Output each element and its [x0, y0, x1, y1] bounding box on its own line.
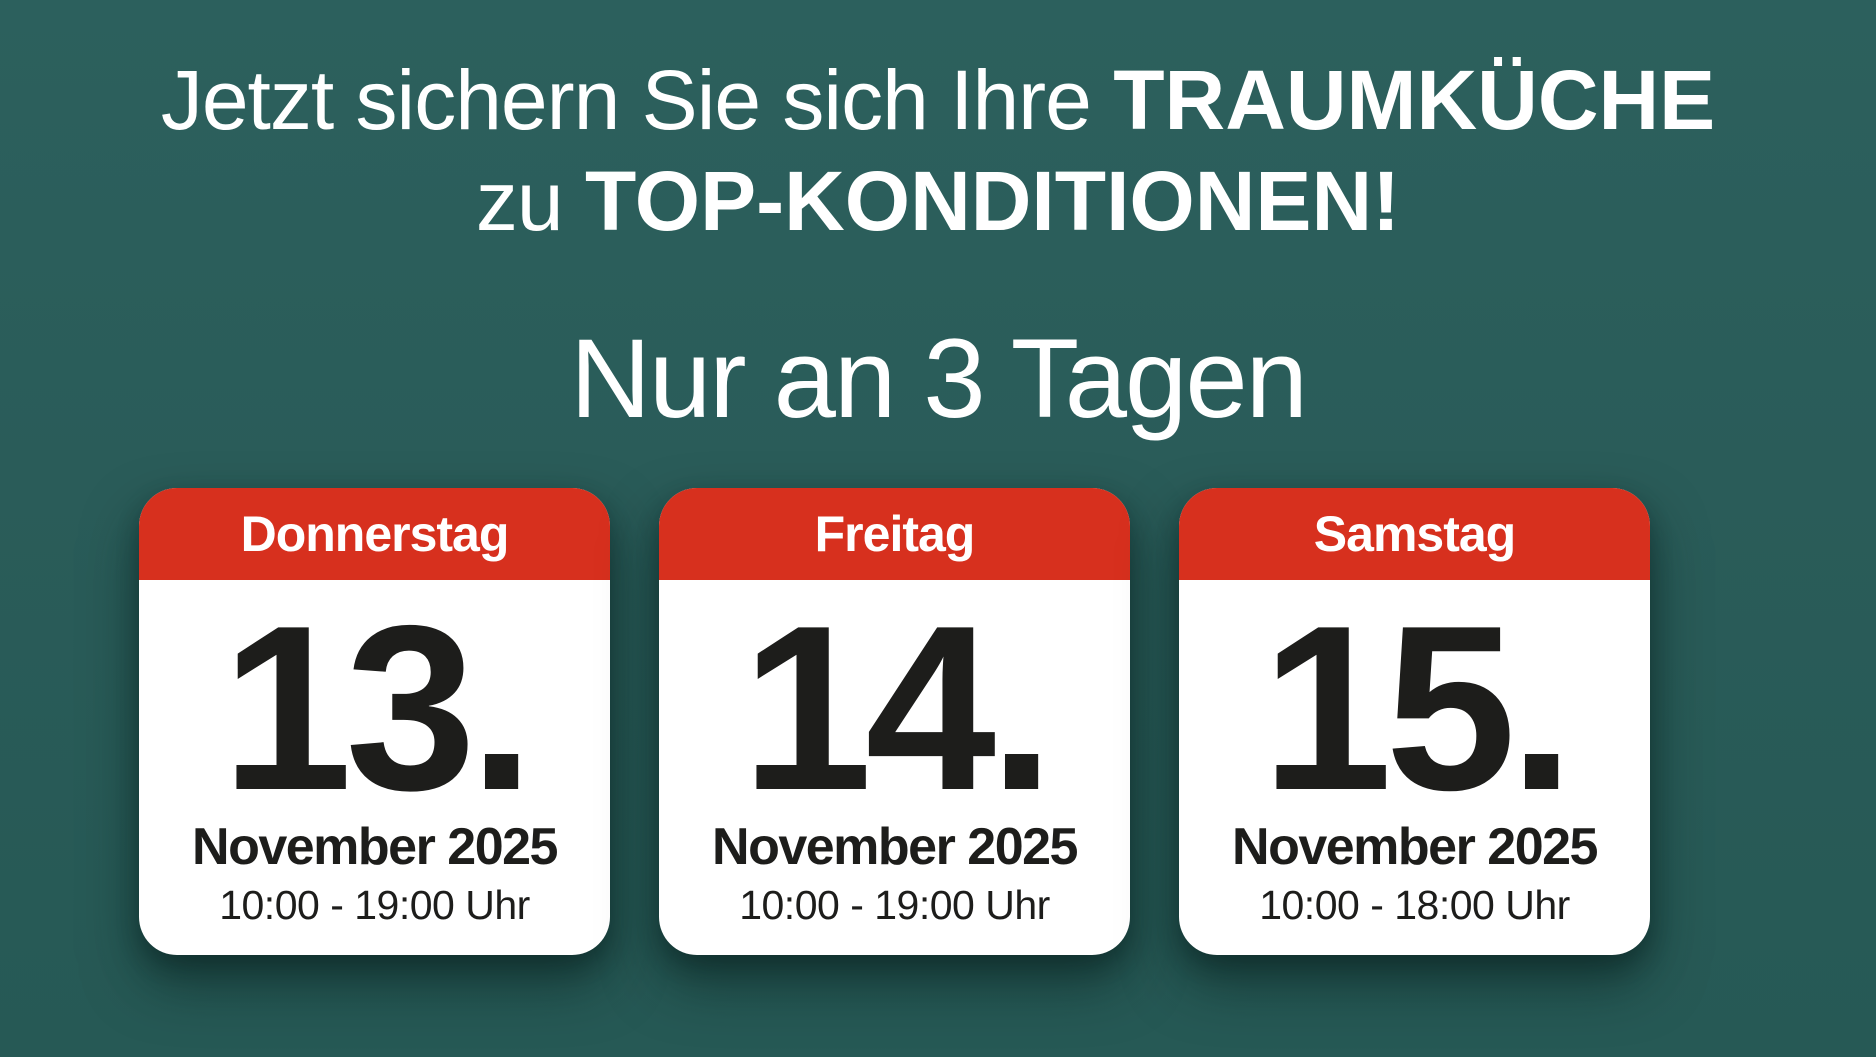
opening-hours-label: 10:00 - 19:00 Uhr [739, 882, 1050, 928]
opening-hours-label: 10:00 - 19:00 Uhr [219, 882, 530, 928]
month-year-label: November 2025 [192, 818, 558, 876]
day-number: 15. [1261, 576, 1575, 839]
headline-line1-regular-text: Jetzt sichern Sie sich Ihre [160, 53, 1114, 147]
date-cards-row: Donnerstag 13. November 2025 10:00 - 19:… [139, 488, 1650, 955]
date-card-body: 13. November 2025 10:00 - 19:00 Uhr [139, 580, 610, 955]
headline: Jetzt sichern Sie sich Ihre TRAUMKÜCHE z… [0, 50, 1876, 252]
date-card-body: 15. November 2025 10:00 - 18:00 Uhr [1179, 580, 1650, 955]
day-number: 14. [741, 576, 1055, 839]
date-card-freitag: Freitag 14. November 2025 10:00 - 19:00 … [659, 488, 1130, 955]
headline-line2-regular-text: zu [475, 154, 585, 248]
month-year-label: November 2025 [712, 818, 1078, 876]
subheadline: Nur an 3 Tagen [570, 316, 1308, 441]
day-name-label: Samstag [1179, 488, 1650, 580]
day-name-label: Freitag [659, 488, 1130, 580]
date-card-samstag: Samstag 15. November 2025 10:00 - 18:00 … [1179, 488, 1650, 955]
headline-line-1: Jetzt sichern Sie sich Ihre TRAUMKÜCHE [0, 50, 1876, 151]
day-name-label: Donnerstag [139, 488, 610, 580]
day-number: 13. [221, 576, 535, 839]
date-card-body: 14. November 2025 10:00 - 19:00 Uhr [659, 580, 1130, 955]
month-year-label: November 2025 [1232, 818, 1598, 876]
opening-hours-label: 10:00 - 18:00 Uhr [1259, 882, 1570, 928]
headline-line-2: zu TOP-KONDITIONEN! [0, 151, 1876, 252]
headline-line2-bold-text: TOP-KONDITIONEN! [584, 154, 1401, 248]
date-card-donnerstag: Donnerstag 13. November 2025 10:00 - 19:… [139, 488, 610, 955]
headline-line1-bold-text: TRAUMKÜCHE [1113, 53, 1716, 147]
